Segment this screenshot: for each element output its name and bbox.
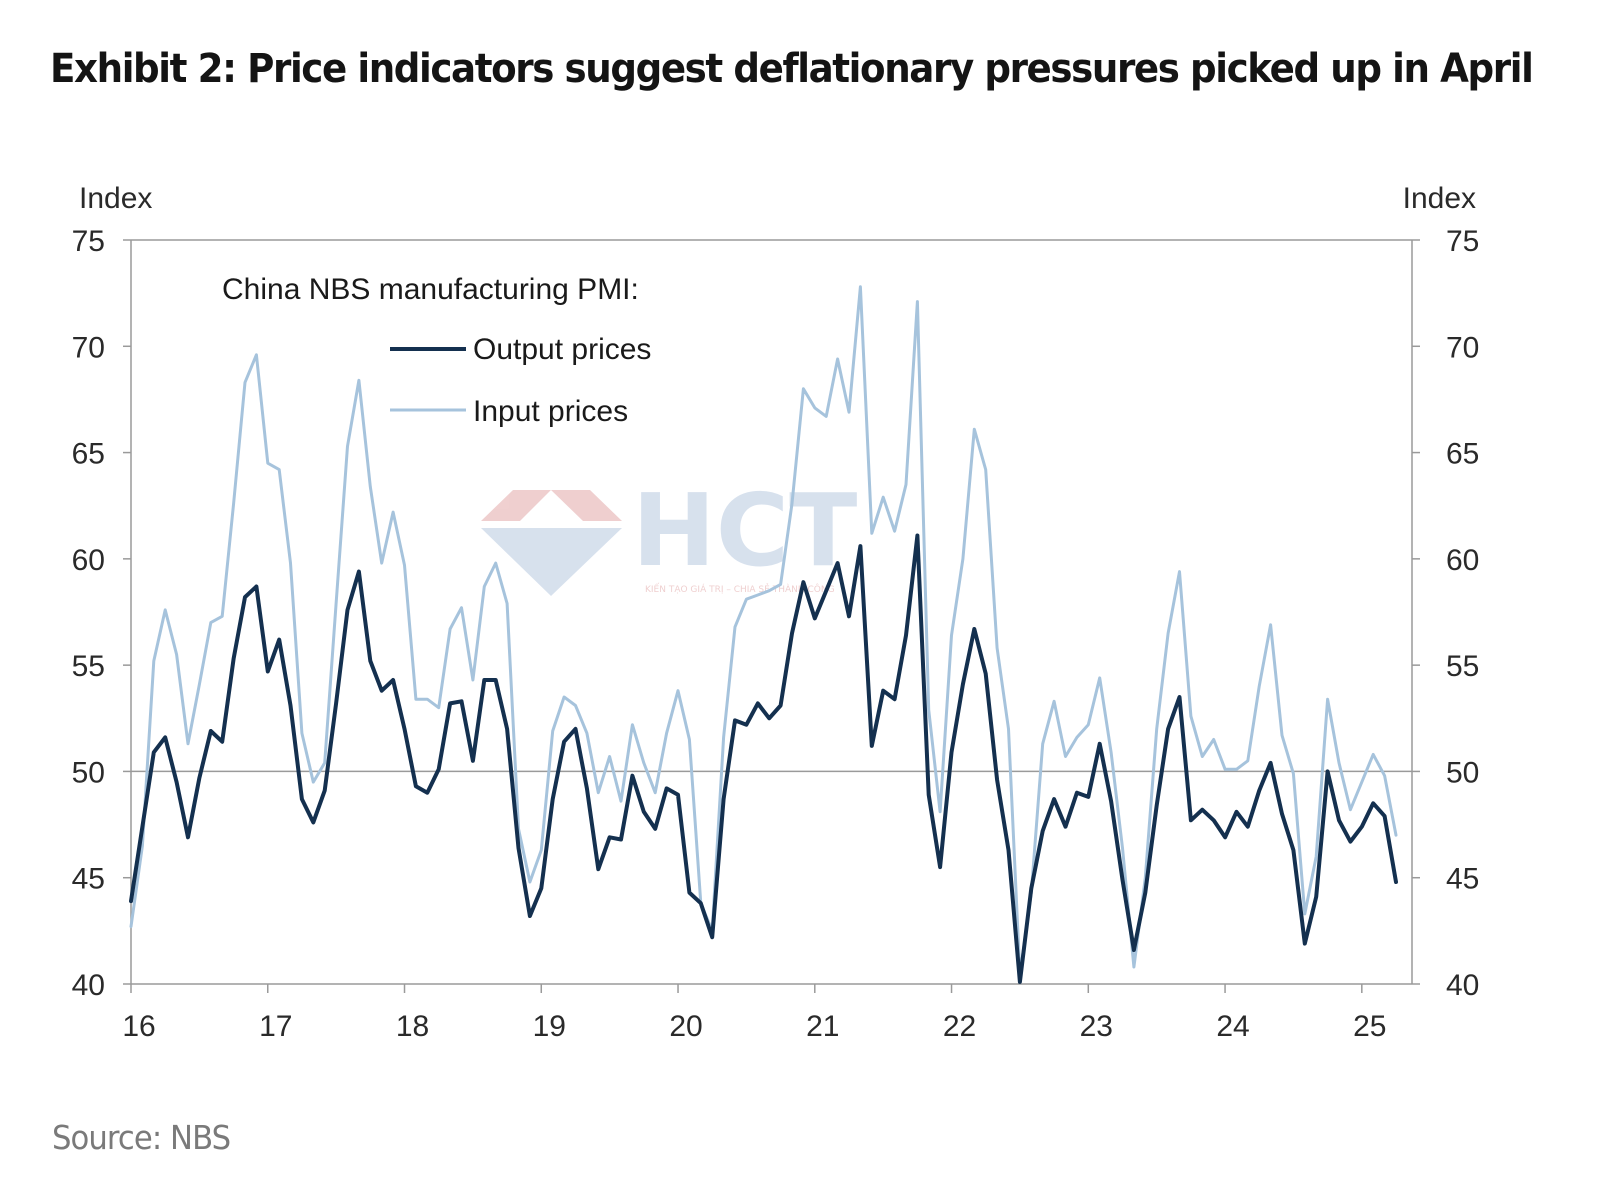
series-line-input-prices (129, 285, 1398, 977)
y-tick-label-left: 70 (72, 331, 105, 364)
x-tick-label: 18 (396, 1010, 429, 1043)
chart-series-layer (129, 285, 1398, 984)
y-tick-label-left: 55 (72, 650, 105, 683)
x-tick-label: 21 (806, 1010, 839, 1043)
legend-title: China NBS manufacturing PMI: (222, 273, 639, 306)
y-tick-label-right: 55 (1446, 650, 1479, 683)
y-axis-label-right: Index (1403, 182, 1476, 215)
x-tick-label: 19 (533, 1010, 566, 1043)
x-tick-label: 24 (1216, 1010, 1249, 1043)
chart-title: Exhibit 2: Price indicators suggest defl… (50, 46, 1534, 92)
source-note: Source: NBS (52, 1118, 231, 1157)
x-tick-label: 20 (669, 1010, 702, 1043)
x-tick-label: 23 (1080, 1010, 1113, 1043)
chart-legend: China NBS manufacturing PMI: Output price… (222, 273, 651, 428)
y-axis-label-left: Index (79, 182, 152, 215)
x-tick-label: 16 (122, 1010, 155, 1043)
y-tick-label-left: 65 (72, 438, 105, 471)
y-tick-label-right: 45 (1446, 863, 1479, 896)
y-tick-label-left: 60 (72, 544, 105, 577)
x-tick-label: 17 (259, 1010, 292, 1043)
watermark-logo-text: HCT (632, 472, 857, 589)
y-tick-label-left: 50 (72, 756, 105, 789)
watermark-diamond-bottom (481, 528, 622, 596)
y-tick-label-right: 60 (1446, 544, 1479, 577)
chart-axes: 40 40 45 45 50 50 55 55 60 60 65 65 70 70 75 75 Index Ind… (72, 182, 1480, 1043)
x-tick-label: 25 (1353, 1010, 1386, 1043)
watermark-tagline: KIẾN TẠO GIÁ TRỊ – CHIA SẺ THÀNH CÔNG (645, 583, 835, 595)
legend-label-output-prices: Output prices (473, 333, 651, 366)
y-tick-label-right: 75 (1446, 225, 1479, 258)
y-tick-label-right: 40 (1446, 969, 1479, 1002)
x-tick-label: 22 (943, 1010, 976, 1043)
y-tick-label-right: 50 (1446, 756, 1479, 789)
y-tick-label-right: 65 (1446, 438, 1479, 471)
y-tick-label-left: 75 (72, 225, 105, 258)
y-tick-label-left: 40 (72, 969, 105, 1002)
watermark-diamond-left (481, 490, 551, 521)
legend-label-input-prices: Input prices (473, 395, 628, 428)
series-line-output-prices (129, 533, 1398, 984)
y-tick-label-left: 45 (72, 863, 105, 896)
watermark-diamond-right (551, 490, 622, 521)
y-tick-label-right: 70 (1446, 331, 1479, 364)
